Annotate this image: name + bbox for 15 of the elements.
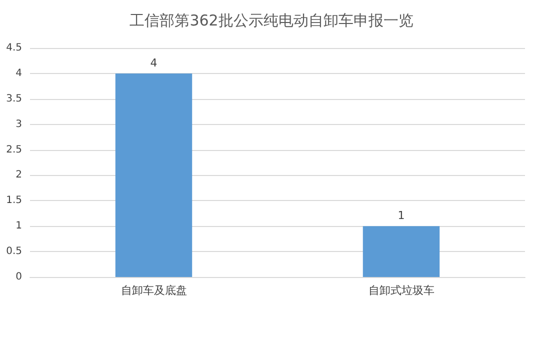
y-tick-label: 4.5 [6,42,22,54]
data-label: 1 [398,209,405,222]
y-tick-label: 2 [16,170,22,181]
y-tick-label: 1.5 [6,195,22,206]
chart-title: 工信部第362批公示纯电动自卸车申报一览 [130,12,414,30]
y-tick-label: 3 [16,118,22,130]
y-tick-label: 0 [16,272,22,282]
y-tick-label: 3.5 [6,93,22,104]
x-tick-label: 自卸车及底盘 [120,284,187,297]
x-tick-label: 自卸式垃圾车 [368,284,434,297]
data-label: 4 [150,56,158,70]
y-tick-label: 1 [16,220,22,232]
y-tick-label: 2.5 [6,144,22,156]
y-tick-label: 0.5 [6,246,22,258]
y-tick-label: 4 [16,68,22,79]
